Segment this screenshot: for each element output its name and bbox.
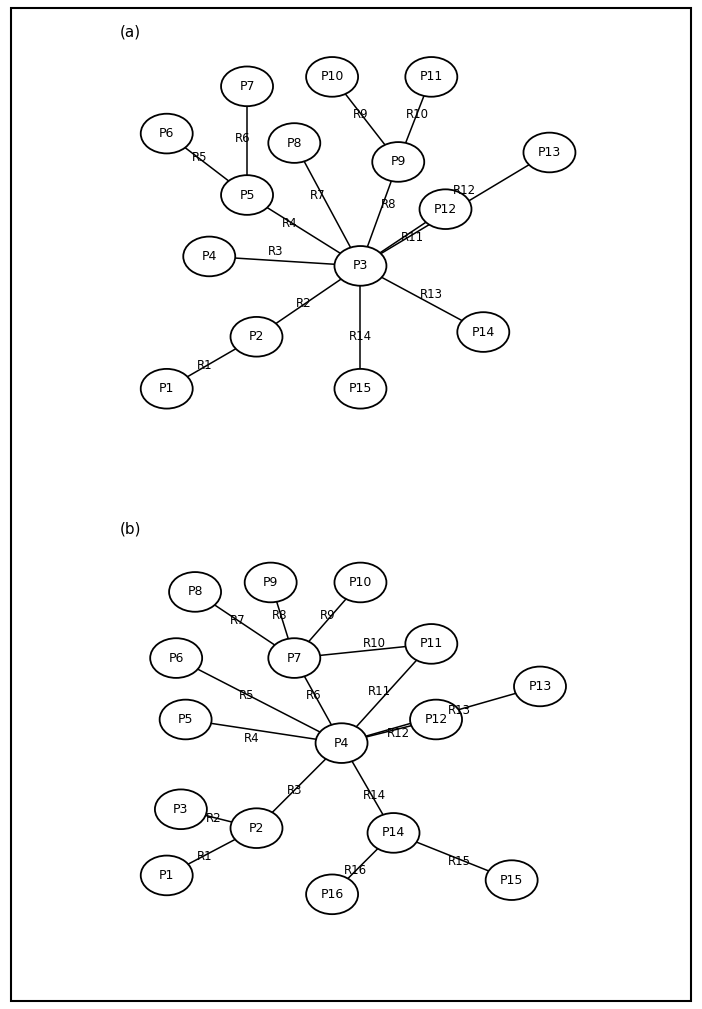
Text: R3: R3 [267, 245, 283, 258]
Text: P8: P8 [187, 585, 203, 598]
Ellipse shape [183, 236, 235, 276]
Ellipse shape [140, 369, 193, 409]
Text: P1: P1 [159, 869, 174, 882]
Text: P16: P16 [321, 888, 344, 901]
Ellipse shape [486, 861, 538, 900]
Ellipse shape [405, 58, 457, 97]
Ellipse shape [230, 808, 282, 848]
Text: P1: P1 [159, 382, 174, 396]
Ellipse shape [334, 369, 386, 409]
Text: R3: R3 [286, 784, 302, 797]
Text: R5: R5 [192, 150, 208, 163]
Ellipse shape [306, 58, 358, 97]
Text: P2: P2 [249, 821, 264, 834]
Text: R1: R1 [197, 358, 212, 371]
Text: P13: P13 [538, 146, 561, 159]
Text: P3: P3 [173, 803, 189, 815]
Ellipse shape [334, 563, 386, 602]
Text: P9: P9 [263, 576, 279, 589]
Text: R4: R4 [244, 732, 260, 745]
Ellipse shape [268, 639, 320, 678]
Text: (a): (a) [119, 25, 140, 40]
Ellipse shape [410, 699, 462, 740]
Text: P4: P4 [201, 250, 217, 263]
Ellipse shape [334, 246, 386, 286]
Text: P7: P7 [239, 80, 255, 93]
Text: P6: P6 [159, 127, 174, 140]
Text: P7: P7 [286, 652, 302, 665]
Ellipse shape [221, 67, 273, 106]
Text: R12: R12 [387, 727, 410, 741]
Text: P2: P2 [249, 330, 264, 343]
Ellipse shape [221, 176, 273, 215]
Text: R2: R2 [296, 298, 312, 310]
Text: P8: P8 [286, 136, 302, 149]
Text: P13: P13 [529, 680, 552, 693]
Ellipse shape [169, 572, 221, 611]
Text: R11: R11 [368, 685, 391, 697]
Ellipse shape [368, 813, 420, 853]
Text: P5: P5 [178, 713, 193, 726]
Text: R11: R11 [401, 231, 424, 244]
Ellipse shape [420, 190, 472, 229]
Text: P6: P6 [168, 652, 184, 665]
Text: R8: R8 [272, 609, 288, 622]
Text: R6: R6 [234, 132, 250, 145]
Text: R7: R7 [310, 189, 326, 202]
Text: R14: R14 [349, 330, 372, 343]
Text: R15: R15 [448, 855, 471, 868]
Text: R6: R6 [305, 689, 321, 702]
Text: P9: P9 [390, 155, 406, 169]
Text: R7: R7 [230, 613, 246, 627]
Ellipse shape [306, 875, 358, 914]
Ellipse shape [514, 667, 566, 706]
Text: R16: R16 [344, 864, 367, 877]
Text: R5: R5 [239, 689, 255, 702]
Text: P11: P11 [420, 638, 443, 651]
Text: R13: R13 [448, 703, 471, 716]
Text: P14: P14 [472, 326, 495, 339]
Ellipse shape [155, 789, 207, 829]
Text: (b): (b) [119, 521, 141, 536]
Text: P10: P10 [320, 71, 344, 84]
Ellipse shape [140, 114, 193, 153]
Ellipse shape [230, 317, 282, 356]
Ellipse shape [372, 142, 424, 182]
Text: R13: R13 [420, 288, 443, 301]
Ellipse shape [316, 723, 368, 763]
Ellipse shape [159, 699, 211, 740]
Text: R10: R10 [406, 108, 429, 121]
Text: P4: P4 [334, 737, 349, 750]
Text: R9: R9 [352, 108, 369, 121]
Text: P14: P14 [382, 826, 405, 839]
Text: R4: R4 [282, 217, 298, 230]
Text: R12: R12 [453, 184, 476, 197]
Text: P11: P11 [420, 71, 443, 84]
Text: P5: P5 [239, 189, 255, 202]
Text: P12: P12 [434, 203, 457, 216]
Text: R14: R14 [363, 789, 386, 801]
Ellipse shape [405, 624, 457, 664]
Ellipse shape [524, 132, 576, 173]
Ellipse shape [150, 639, 202, 678]
Text: R8: R8 [381, 198, 397, 211]
Ellipse shape [268, 123, 320, 162]
Text: R10: R10 [363, 638, 386, 651]
Text: R9: R9 [319, 609, 335, 622]
Ellipse shape [457, 312, 509, 352]
Ellipse shape [140, 856, 193, 895]
Text: P3: P3 [353, 259, 368, 272]
Text: P15: P15 [500, 874, 523, 887]
Text: P15: P15 [349, 382, 372, 396]
Text: P12: P12 [425, 713, 448, 726]
Text: R2: R2 [206, 812, 222, 825]
Ellipse shape [245, 563, 297, 602]
Text: P10: P10 [349, 576, 372, 589]
Text: R1: R1 [197, 850, 212, 863]
